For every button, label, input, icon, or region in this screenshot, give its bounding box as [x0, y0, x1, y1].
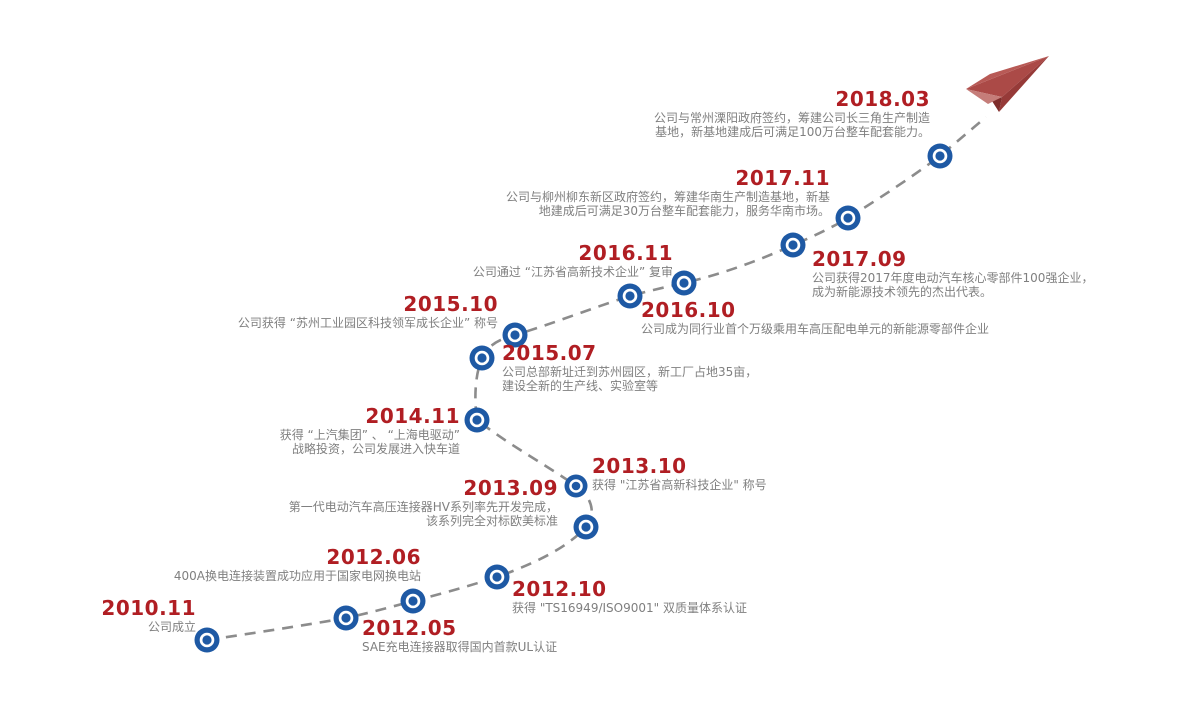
milestone-desc: 400A换电连接装置成功应用于国家电网换电站: [173, 569, 421, 584]
timeline-node-2018-03: [927, 143, 953, 169]
milestone-desc: 公司通过 “江苏省高新技术企业” 复审: [472, 265, 673, 280]
milestone-2015-10: 2015.10 公司获得 “苏州工业园区科技领军成长企业” 称号: [238, 293, 498, 331]
milestone-2017-11: 2017.11 公司与柳州柳东新区政府签约，筹建华南生产制造基地，新基 地建成后…: [506, 167, 830, 219]
milestone-2012-06: 2012.06 400A换电连接装置成功应用于国家电网换电站: [174, 546, 421, 584]
milestone-desc: 公司与常州溧阳政府签约，筹建公司长三角生产制造 基地，新基地建成后可满足100万…: [653, 111, 930, 140]
milestone-desc: 公司成立: [147, 620, 196, 635]
milestone-2010-11: 2010.11 公司成立: [101, 597, 196, 635]
milestone-date: 2013.10: [592, 454, 687, 478]
timeline-node-2012-06: [400, 588, 426, 614]
milestone-date: 2010.11: [101, 596, 196, 620]
timeline-node-2012-10: [484, 564, 510, 590]
milestone-2012-05: 2012.05 SAE充电连接器取得国内首款UL认证: [362, 617, 557, 655]
milestone-date: 2012.06: [326, 545, 421, 569]
milestone-date: 2017.11: [735, 166, 830, 190]
milestone-date: 2016.10: [641, 298, 736, 322]
milestone-2017-09: 2017.09 公司获得2017年度电动汽车核心零部件100强企业， 成为新能源…: [812, 248, 1093, 300]
timeline-node-2016-11: [617, 283, 643, 309]
timeline-node-2015-07: [469, 345, 495, 371]
milestone-desc: 公司总部新址迁到苏州园区，新工厂占地35亩， 建设全新的生产线、实验室等: [502, 365, 758, 394]
milestone-2018-03: 2018.03 公司与常州溧阳政府签约，筹建公司长三角生产制造 基地，新基地建成…: [654, 88, 930, 140]
timeline-node-2017-09: [780, 232, 806, 258]
milestone-2012-10: 2012.10 获得 "TS16949/ISO9001" 双质量体系认证: [512, 578, 747, 616]
milestone-date: 2013.09: [463, 476, 558, 500]
timeline-node-2016-10: [671, 270, 697, 296]
milestone-desc: 第一代电动汽车高压连接器HV系列率先开发完成， 该系列完全对标欧美标准: [288, 500, 558, 529]
milestone-desc: 获得 “上汽集团” 、 “上海电驱动” 战略投资，公司发展进入快车道: [279, 428, 460, 457]
milestone-desc: 获得 "江苏省高新科技企业" 称号: [592, 478, 767, 493]
paper-plane-icon: [966, 56, 1049, 112]
milestone-desc: 公司与柳州柳东新区政府签约，筹建华南生产制造基地，新基 地建成后可满足30万台整…: [505, 190, 830, 219]
timeline-node-2014-11: [464, 407, 490, 433]
timeline-node-2012-05: [333, 605, 359, 631]
timeline-node-2013-10: [564, 474, 588, 498]
timeline-node-2017-11: [835, 205, 861, 231]
timeline-node-2013-09: [573, 514, 599, 540]
timeline-node-2015-10: [502, 322, 528, 348]
milestone-2015-07: 2015.07 公司总部新址迁到苏州园区，新工厂占地35亩， 建设全新的生产线、…: [502, 342, 757, 394]
milestone-2013-09: 2013.09 第一代电动汽车高压连接器HV系列率先开发完成， 该系列完全对标欧…: [289, 477, 558, 529]
milestone-desc: 获得 "TS16949/ISO9001" 双质量体系认证: [512, 601, 747, 616]
milestone-date: 2018.03: [835, 87, 930, 111]
milestone-date: 2015.10: [403, 292, 498, 316]
milestone-date: 2012.10: [512, 577, 607, 601]
milestone-date: 2012.05: [362, 616, 457, 640]
milestone-2014-11: 2014.11 获得 “上汽集团” 、 “上海电驱动” 战略投资，公司发展进入快…: [280, 405, 460, 457]
milestone-date: 2014.11: [365, 404, 460, 428]
milestone-desc: SAE充电连接器取得国内首款UL认证: [362, 640, 558, 655]
milestone-date: 2015.07: [502, 341, 597, 365]
milestone-2016-11: 2016.11 公司通过 “江苏省高新技术企业” 复审: [473, 242, 673, 280]
milestone-2016-10: 2016.10 公司成为同行业首个万级乘用车高压配电单元的新能源零部件企业: [641, 299, 989, 337]
milestone-desc: 公司成为同行业首个万级乘用车高压配电单元的新能源零部件企业: [641, 322, 990, 337]
milestone-desc: 公司获得2017年度电动汽车核心零部件100强企业， 成为新能源技术领先的杰出代…: [812, 271, 1094, 300]
milestone-date: 2017.09: [812, 247, 907, 271]
milestone-2013-10: 2013.10 获得 "江苏省高新科技企业" 称号: [592, 455, 767, 493]
milestone-desc: 公司获得 “苏州工业园区科技领军成长企业” 称号: [237, 316, 498, 331]
milestone-date: 2016.11: [578, 241, 673, 265]
timeline-node-2010-11: [194, 627, 220, 653]
